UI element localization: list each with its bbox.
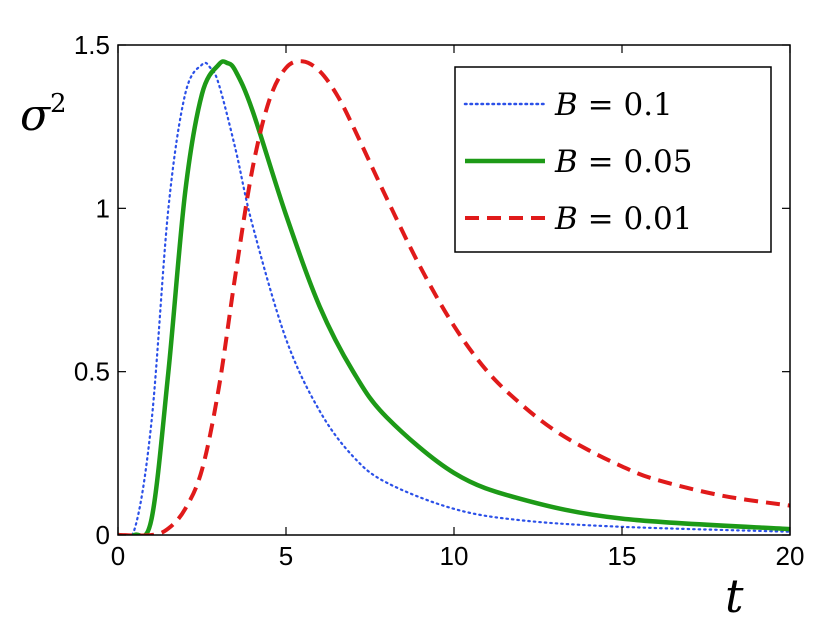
legend-label-series-3-var: B xyxy=(554,201,578,237)
legend-label-series-3-eq: = xyxy=(578,201,624,237)
x-tick-label-2: 5 xyxy=(279,541,293,571)
legend-label-series-1: B = 0.1 xyxy=(554,87,673,123)
y-axis-label: σ2 xyxy=(20,89,67,141)
x-tick-label-3: 10 xyxy=(440,541,469,571)
series-line-3 xyxy=(118,59,790,535)
legend-label-series-2-eq: = xyxy=(578,144,624,180)
series-line-1 xyxy=(118,61,790,535)
legend-label-series-1-value: 0.1 xyxy=(623,87,672,123)
y-tick-label-2: 0.5 xyxy=(74,357,110,387)
legend-label-series-2-var: B xyxy=(554,144,578,180)
x-tick-label-5: 20 xyxy=(776,541,805,571)
legend: B = 0.1 B = 0.05 B = 0.01 xyxy=(454,66,772,253)
legend-label-series-2-value: 0.05 xyxy=(623,144,692,180)
x-tick-label-1: 0 xyxy=(111,541,125,571)
x-tick-label-4: 15 xyxy=(608,541,637,571)
legend-label-series-3-value: 0.01 xyxy=(623,201,692,237)
y-axis-label-superscript: 2 xyxy=(50,89,67,119)
plot-area xyxy=(118,59,790,535)
y-tick-label-4: 1.5 xyxy=(74,30,110,60)
y-axis-label-base: σ xyxy=(20,90,52,141)
axis-ticks: 0 5 10 15 20 0 0.5 1 1.5 xyxy=(74,30,805,571)
y-tick-label-1: 0 xyxy=(96,520,110,550)
legend-label-series-3: B = 0.01 xyxy=(554,201,693,237)
x-axis-label: t xyxy=(725,569,744,623)
legend-label-series-1-var: B xyxy=(554,87,578,123)
series-line-2 xyxy=(118,59,790,535)
legend-label-series-1-eq: = xyxy=(578,87,624,123)
legend-label-series-2: B = 0.05 xyxy=(554,144,693,180)
y-tick-label-3: 1 xyxy=(96,193,110,223)
